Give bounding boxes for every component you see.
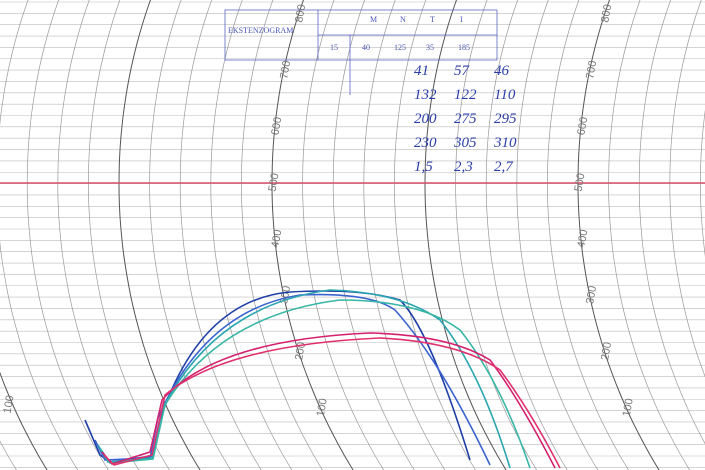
handwritten-value: 2,7 bbox=[494, 159, 514, 175]
scale-label: 700 bbox=[278, 60, 293, 80]
stamp-header: T bbox=[430, 15, 435, 24]
grid-arc bbox=[241, 0, 323, 470]
scale-label: 400 bbox=[269, 229, 284, 249]
grid-arc bbox=[547, 0, 629, 470]
stamp-value: 125 bbox=[394, 43, 406, 52]
curve bbox=[103, 337, 561, 469]
scale-label: 500 bbox=[573, 172, 588, 192]
scale-label: 700 bbox=[584, 60, 599, 80]
scale-label: 600 bbox=[269, 116, 284, 136]
handwritten-value: 46 bbox=[494, 63, 510, 79]
handwritten-value: 1,5 bbox=[414, 159, 433, 175]
handwritten-value: 122 bbox=[454, 87, 477, 103]
grid-arc bbox=[26, 0, 109, 470]
stamp-value: 15 bbox=[330, 43, 338, 52]
grid-arc bbox=[179, 0, 262, 470]
curve bbox=[97, 289, 511, 469]
curve bbox=[101, 332, 556, 469]
grid-arc bbox=[669, 0, 705, 378]
grid-arc bbox=[455, 0, 538, 470]
stamp-value: 185 bbox=[458, 43, 470, 52]
grid-arc bbox=[118, 0, 201, 470]
grid-arc bbox=[424, 0, 507, 470]
scale-label: 100 bbox=[315, 397, 330, 417]
scale-label: 100 bbox=[621, 397, 636, 417]
grid-arc bbox=[485, 0, 568, 470]
recorded-curves bbox=[84, 289, 561, 469]
scale-labels: 800 800 700 700 600 600 500 500 400 400 300 300 200 2… bbox=[2, 3, 636, 417]
grid-arc bbox=[638, 0, 705, 445]
handwritten-value: 230 bbox=[414, 135, 437, 151]
scale-label: 300 bbox=[584, 285, 599, 305]
stamp-value: 35 bbox=[426, 43, 434, 52]
handwritten-value: 310 bbox=[493, 135, 517, 151]
stamp-header: M bbox=[370, 15, 377, 24]
grid-arc bbox=[332, 0, 415, 470]
scale-label: 200 bbox=[599, 341, 614, 361]
grid-arc bbox=[0, 0, 79, 470]
handwritten-value: 200 bbox=[414, 111, 437, 127]
handwritten-value: 41 bbox=[414, 63, 429, 79]
stamp-header: I bbox=[460, 15, 463, 24]
curve bbox=[94, 293, 491, 466]
stamp-value: 40 bbox=[362, 43, 370, 52]
grid-arc bbox=[149, 0, 232, 470]
stamp bbox=[224, 9, 498, 95]
scale-label: 600 bbox=[575, 116, 590, 136]
grid-arc bbox=[363, 0, 446, 470]
handwritten-value: 57 bbox=[454, 63, 471, 79]
scale-label: 300 bbox=[278, 285, 293, 305]
handwritten-value: 295 bbox=[494, 111, 517, 127]
grid-arc bbox=[394, 0, 476, 470]
grid-arc bbox=[577, 0, 660, 470]
grid-arc bbox=[516, 0, 599, 470]
handwritten-value: 275 bbox=[454, 111, 477, 127]
handwritten-table: 41 57 46 132 122 110 200 275 295 230 305 310 1,5 2,3 2… bbox=[414, 63, 517, 175]
handwritten-value: 132 bbox=[414, 87, 437, 103]
grid-arc bbox=[700, 109, 705, 257]
stamp-cells: M N T I 15 40 125 35 185 bbox=[330, 15, 470, 52]
stamp-header: N bbox=[400, 15, 406, 24]
handwritten-value: 2,3 bbox=[454, 159, 473, 175]
grid-arc bbox=[271, 0, 354, 470]
grid-arc bbox=[210, 0, 293, 470]
scale-label: 800 bbox=[599, 3, 614, 23]
handwritten-value: 110 bbox=[494, 87, 516, 103]
grid-arc bbox=[57, 0, 140, 470]
grid-arc bbox=[302, 0, 385, 470]
scale-label: 400 bbox=[575, 229, 590, 249]
grid-arc bbox=[0, 371, 48, 470]
grid-arc bbox=[608, 0, 691, 470]
curve bbox=[99, 299, 531, 469]
scale-label: 100 bbox=[2, 394, 17, 414]
scale-label: 500 bbox=[267, 172, 282, 192]
stamp-title: EKSTENZOGRAM bbox=[228, 26, 293, 35]
grid-arc bbox=[88, 0, 170, 470]
handwritten-value: 305 bbox=[453, 135, 477, 151]
scale-label: 800 bbox=[293, 3, 308, 23]
